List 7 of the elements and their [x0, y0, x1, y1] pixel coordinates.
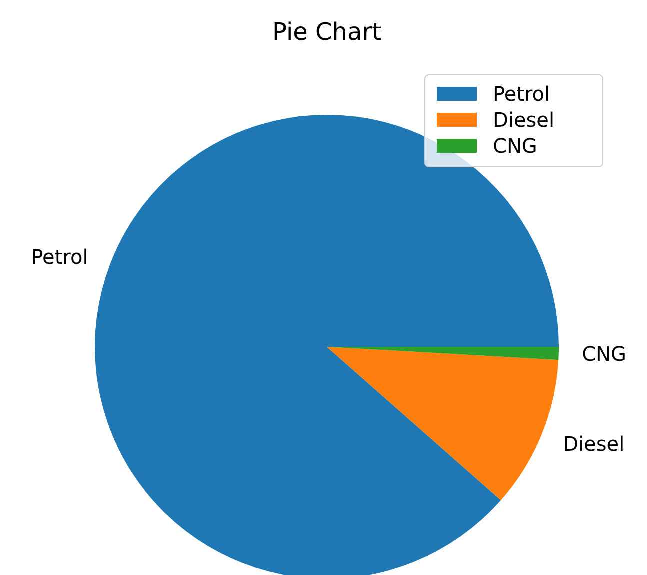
slice-label: CNG	[582, 342, 627, 366]
legend-label: Petrol	[493, 82, 550, 106]
slice-label: Diesel	[563, 432, 625, 456]
legend-label: CNG	[493, 134, 538, 158]
chart-title: Pie Chart	[272, 18, 382, 46]
legend-label: Diesel	[493, 108, 555, 132]
slice-label: Petrol	[31, 244, 88, 269]
